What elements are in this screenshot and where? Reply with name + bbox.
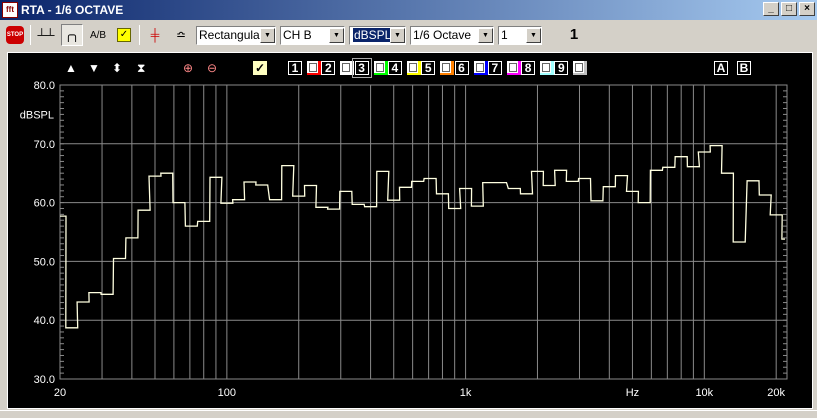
maximize-button[interactable]: □ [781, 2, 797, 16]
unit-select[interactable]: dBSPL ▼ [349, 25, 406, 45]
separator [139, 25, 140, 45]
expand-range-button[interactable]: ⬍ [112, 61, 123, 75]
memory-1-button[interactable]: 1 [288, 61, 302, 75]
memory-9-button[interactable]: 9 [554, 61, 569, 75]
y-tick-label: 70.0 [34, 139, 55, 151]
x-tick-label: 20 [54, 387, 66, 399]
toolbar: STOP ┴┴ ╭╮ A/B ✓ ╪ ≏ Rectangular ▼ CH B ▼ … [0, 22, 817, 48]
y-tick-label: 30.0 [34, 374, 55, 386]
chevron-down-icon[interactable]: ▼ [260, 27, 275, 43]
memory-7-button[interactable]: 7 [487, 61, 502, 75]
trace-a-button[interactable]: A [714, 61, 728, 75]
app-icon: fft [2, 2, 18, 18]
channel-select[interactable]: CH B ▼ [280, 25, 345, 45]
resolution-select-value: 1/6 Octave [413, 28, 472, 42]
chevron-down-icon[interactable]: ▼ [390, 27, 405, 43]
trace-b-button[interactable]: B [737, 61, 751, 75]
scroll-down-button[interactable]: ▼ [88, 61, 100, 75]
memory-9-color-swatch[interactable] [573, 61, 588, 75]
y-axis-label: dBSPL [20, 109, 54, 121]
bar-graph-button[interactable]: ┴┴ [35, 24, 57, 46]
channel-select-value: CH B [283, 28, 312, 42]
ab-compare-icon: A/B [89, 29, 107, 41]
separator [30, 25, 31, 45]
minimize-button[interactable]: _ [763, 2, 779, 16]
y-tick-label: 80.0 [34, 80, 55, 92]
memory-6-button[interactable]: 6 [454, 61, 469, 75]
y-tick-label: 40.0 [34, 315, 55, 327]
chevron-down-icon[interactable]: ▼ [526, 27, 541, 43]
graph-panel [7, 52, 813, 409]
status-bar [0, 410, 817, 418]
memory-5-color-swatch[interactable] [440, 61, 455, 75]
memory-4-button[interactable]: 4 [387, 61, 402, 75]
bar-graph-icon: ┴┴ [37, 28, 55, 42]
line-graph-icon: ╭╮ [64, 28, 80, 42]
memory-3-button[interactable]: 3 [351, 58, 372, 78]
memory-7-color-swatch[interactable] [506, 61, 521, 75]
average-select[interactable]: 1 ▼ [498, 25, 542, 45]
window-title: RTA - 1/6 OCTAVE [21, 3, 124, 17]
x-axis-unit: Hz [626, 387, 639, 399]
stop-icon: STOP [6, 26, 24, 44]
y-tick-label: 60.0 [34, 198, 55, 210]
y-tick-label: 50.0 [34, 256, 55, 268]
unit-select-value: dBSPL [353, 28, 390, 42]
average-select-value: 1 [501, 28, 508, 42]
cursor-icon: ╪ [150, 28, 160, 42]
checklist-icon: ✓ [117, 28, 131, 42]
show-live-checkbox[interactable]: ✓ [253, 61, 267, 75]
memory-3-color-swatch[interactable] [373, 61, 388, 75]
x-tick-label: 10k [695, 387, 713, 399]
window-select-value: Rectangular [199, 28, 260, 42]
memory-2-color-swatch[interactable] [340, 61, 355, 75]
memory-8-color-swatch[interactable] [540, 61, 555, 75]
memory-2-button[interactable]: 2 [321, 61, 336, 75]
stop-button[interactable]: STOP [4, 24, 26, 46]
close-button[interactable]: × [799, 2, 815, 16]
x-tick-label: 1k [460, 387, 472, 399]
chevron-down-icon[interactable]: ▼ [478, 27, 493, 43]
title-bar: fft RTA - 1/6 OCTAVE _ □ × [0, 0, 817, 20]
memory-8-button[interactable]: 8 [521, 61, 536, 75]
compress-range-button[interactable]: ⧗ [137, 61, 146, 75]
average-count: 1 [569, 26, 579, 43]
checklist-button[interactable]: ✓ [113, 24, 135, 46]
cursor-button[interactable]: ╪ [144, 24, 166, 46]
memory-5-button[interactable]: 5 [421, 61, 436, 75]
signal-generator-button[interactable]: ≏ [170, 24, 192, 46]
signal-generator-icon: ≏ [175, 28, 187, 42]
rta-trace [60, 144, 785, 329]
line-graph-button[interactable]: ╭╮ [61, 24, 83, 46]
zoom-in-icon[interactable]: ⊕ [183, 61, 194, 75]
resolution-select[interactable]: 1/6 Octave ▼ [410, 25, 494, 45]
x-tick-label: 100 [218, 387, 236, 399]
plot-frame [59, 84, 788, 380]
memory-6-color-swatch[interactable] [473, 61, 488, 75]
chevron-down-icon[interactable]: ▼ [329, 27, 344, 43]
zoom-out-icon[interactable]: ⊖ [207, 61, 218, 75]
memory-4-color-swatch[interactable] [406, 61, 421, 75]
ab-compare-button[interactable]: A/B [87, 24, 109, 46]
window-select[interactable]: Rectangular ▼ [196, 25, 276, 45]
scroll-up-button[interactable]: ▲ [65, 61, 77, 75]
memory-1-color-swatch[interactable] [307, 61, 321, 75]
x-tick-label: 20k [767, 387, 785, 399]
